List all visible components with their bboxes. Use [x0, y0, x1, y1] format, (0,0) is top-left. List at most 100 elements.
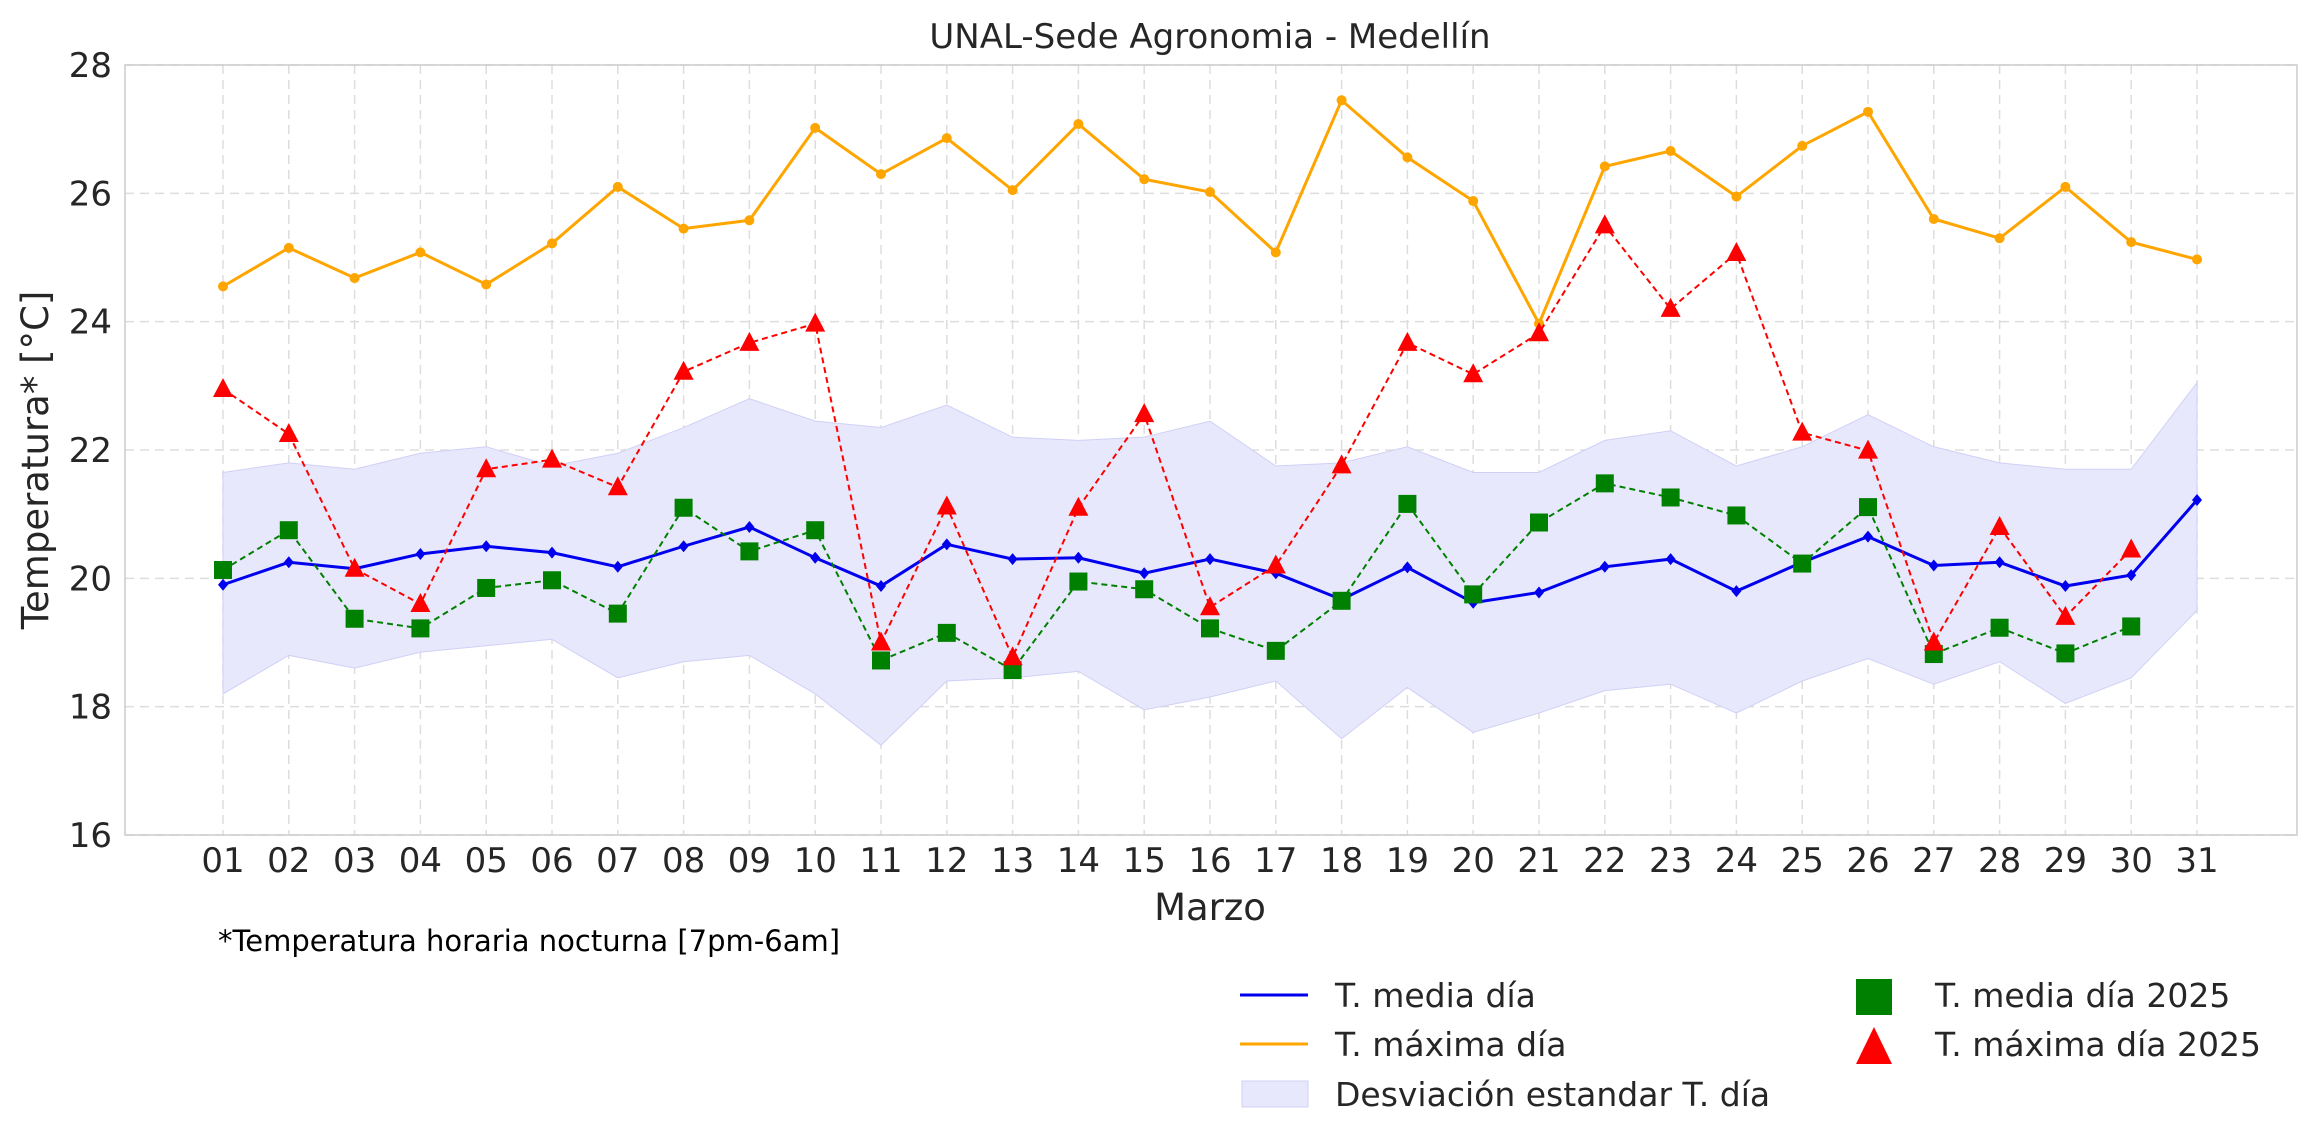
series-1-point-22: [1599, 560, 1610, 573]
series-3-point-12: [937, 623, 956, 642]
series-4-point-10: [805, 312, 826, 332]
series-4-point-29: [2055, 605, 2076, 625]
series-4-point-17: [1265, 554, 1286, 574]
series-4-point-12: [936, 495, 957, 515]
series-3-point-23: [1661, 488, 1680, 507]
legend-swatch-band: [1241, 1080, 1309, 1108]
series-3-point-29: [2056, 644, 2075, 663]
series-1-point-13: [1007, 553, 1018, 566]
x-tick-28: 28: [1978, 841, 2021, 881]
series-2-point-27: [1928, 214, 1939, 224]
series-3-point-15: [1135, 580, 1154, 599]
y-tick-26: 26: [69, 174, 112, 214]
series-2-point-07: [612, 181, 623, 192]
series-4-point-08: [673, 360, 694, 380]
x-tick-18: 18: [1320, 841, 1363, 881]
series-4-point-26: [1858, 439, 1878, 459]
series-4-point-14: [1068, 496, 1089, 516]
x-tick-25: 25: [1781, 841, 1824, 881]
footnote: *Temperatura horaria nocturna [7pm-6am]: [218, 924, 840, 958]
legend-swatch-maxima-2025: [1856, 1027, 1892, 1064]
series-3-point-08: [674, 498, 693, 517]
x-tick-09: 09: [728, 841, 771, 881]
x-tick-08: 08: [662, 841, 705, 881]
series-1-point-02: [283, 556, 294, 569]
y-tick-labels: 16 18 20 22 24 26 28: [69, 46, 112, 856]
series-4-point-09: [739, 331, 760, 351]
series-3: [214, 474, 2141, 680]
series-4-point-21: [1529, 322, 1549, 342]
series-4-point-25: [1792, 421, 1813, 441]
series-3-point-18: [1332, 591, 1351, 610]
legend-swatch-media-2025: [1856, 979, 1892, 1015]
series-4-point-27: [1923, 631, 1944, 651]
series-4-point-05: [476, 458, 497, 478]
series-2-point-18: [1336, 95, 1347, 106]
x-tick-11: 11: [859, 841, 902, 881]
series-3-point-14: [1069, 572, 1088, 591]
legend: T. media día T. máxima día Desviación esta…: [1240, 976, 2261, 1114]
series-3-point-03: [345, 609, 364, 628]
x-tick-10: 10: [794, 841, 837, 881]
series-4-point-11: [871, 631, 891, 651]
y-axis-label: Temperatura* [°C]: [14, 291, 57, 631]
series-2-point-20: [1468, 196, 1479, 207]
x-tick-05: 05: [465, 841, 508, 881]
series-2-point-02: [283, 242, 294, 253]
x-tick-20: 20: [1452, 841, 1495, 881]
y-tick-16: 16: [69, 816, 112, 856]
series-1-point-04: [415, 547, 426, 560]
series-3-point-16: [1201, 619, 1219, 638]
series-1-point-08: [678, 540, 689, 553]
series-3-point-26: [1859, 498, 1877, 517]
series-3-point-05: [477, 578, 496, 597]
series-3-point-11: [872, 651, 890, 670]
series-1-point-09: [744, 521, 755, 533]
x-tick-29: 29: [2044, 841, 2087, 881]
y-tick-24: 24: [69, 303, 112, 343]
series-1-point-29: [2060, 580, 2071, 593]
series-1-point-15: [1139, 567, 1150, 580]
series-2-point-25: [1797, 140, 1808, 151]
series-1-point-31: [2192, 494, 2202, 507]
series-4-point-02: [278, 422, 299, 442]
series-4-point-15: [1134, 403, 1155, 423]
series-1-point-30: [2126, 569, 2137, 582]
x-tick-labels: 01 02 03 04 05 06 07 08 09 10 11 12 13 14 15 16 17 18 19 20…: [201, 841, 2218, 881]
series-2-point-19: [1402, 152, 1413, 163]
series-2-point-05: [481, 279, 492, 290]
series-2-point-26: [1863, 106, 1873, 117]
series-2: [218, 95, 2202, 329]
series-4-point-03: [344, 557, 365, 577]
series-2-point-24: [1731, 191, 1742, 202]
series-1-point-01: [218, 578, 228, 591]
x-tick-30: 30: [2110, 841, 2153, 881]
y-tick-22: 22: [69, 431, 112, 471]
series-2-point-10: [810, 122, 821, 133]
series-4-point-01: [213, 378, 233, 398]
series-2-point-15: [1139, 174, 1150, 185]
series-2-point-01: [218, 281, 228, 292]
x-axis-label: Marzo: [1154, 886, 1266, 929]
x-tick-19: 19: [1386, 841, 1429, 881]
series-1-point-12: [941, 538, 952, 551]
series-2-point-04: [415, 247, 426, 258]
series-2-point-23: [1665, 145, 1676, 156]
x-tick-07: 07: [596, 841, 639, 881]
x-tick-06: 06: [530, 841, 573, 881]
series-4-point-07: [607, 476, 628, 496]
series-4-point-06: [542, 448, 562, 468]
x-tick-16: 16: [1188, 841, 1231, 881]
series-4-point-20: [1463, 363, 1484, 383]
chart-title: UNAL-Sede Agronomia - Medellín: [929, 17, 1490, 57]
y-tick-28: 28: [69, 46, 112, 86]
x-tick-13: 13: [991, 841, 1034, 881]
series-3-point-17: [1266, 641, 1285, 660]
series-3-point-22: [1595, 474, 1614, 493]
series-2-point-29: [2060, 181, 2071, 192]
series-3-point-07: [608, 604, 627, 623]
series-2-point-14: [1073, 119, 1084, 130]
series-1-point-10: [810, 551, 821, 564]
x-tick-15: 15: [1123, 841, 1166, 881]
